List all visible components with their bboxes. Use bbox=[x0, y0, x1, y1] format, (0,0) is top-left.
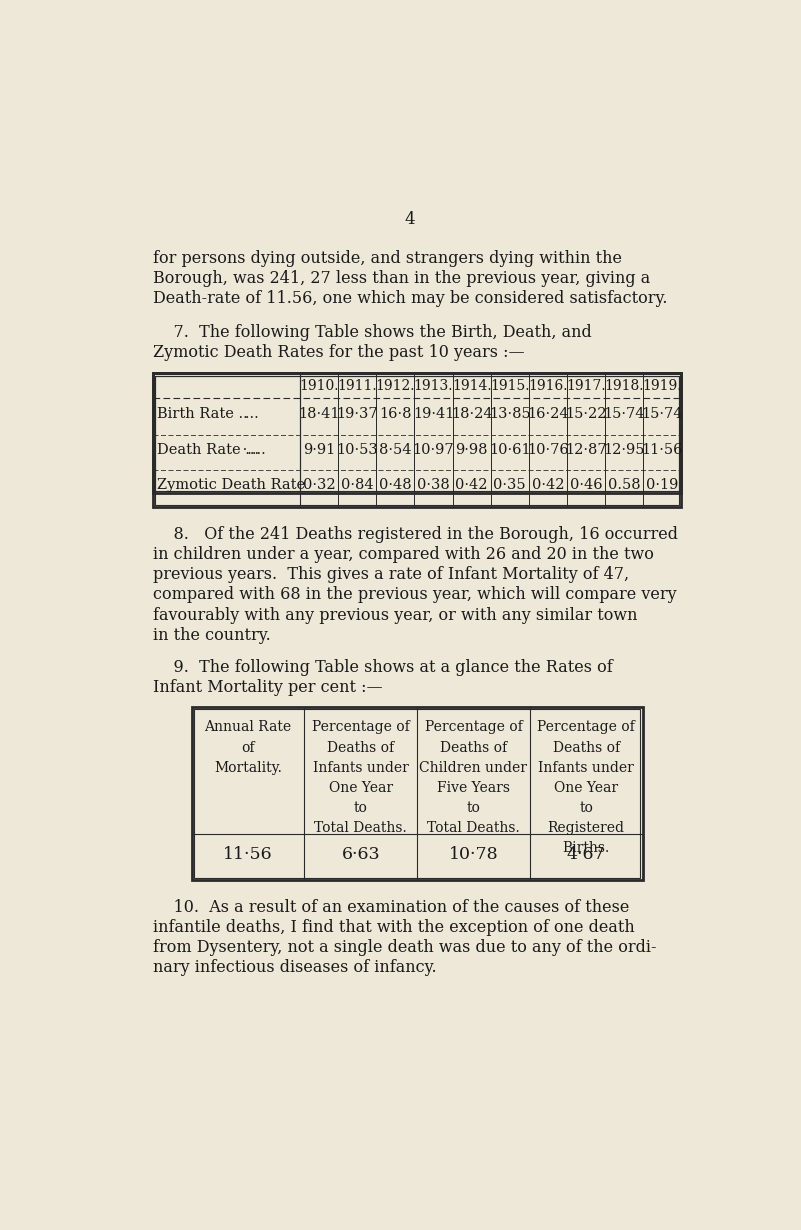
Text: Zymotic Death Rates for the past 10 years :—: Zymotic Death Rates for the past 10 year… bbox=[153, 344, 525, 360]
Bar bbox=[191, 706, 642, 879]
Text: 0·46: 0·46 bbox=[570, 478, 602, 492]
Text: 0·35: 0·35 bbox=[493, 478, 526, 492]
Text: 1916.: 1916. bbox=[528, 379, 568, 394]
Text: 16·8: 16·8 bbox=[379, 407, 412, 421]
Text: Percentage of
Deaths of
Children under
Five Years
to
Total Deaths.: Percentage of Deaths of Children under F… bbox=[420, 721, 528, 835]
Text: 9·98: 9·98 bbox=[456, 443, 488, 456]
Text: 4·67: 4·67 bbox=[567, 846, 606, 863]
Text: Annual Rate
of
Mortality.: Annual Rate of Mortality. bbox=[204, 721, 292, 775]
Text: favourably with any previous year, or with any similar town: favourably with any previous year, or wi… bbox=[153, 606, 638, 624]
Text: 15·22: 15·22 bbox=[566, 407, 607, 421]
Text: 9.  The following Table shows at a glance the Rates of: 9. The following Table shows at a glance… bbox=[153, 659, 613, 675]
Text: 0·84: 0·84 bbox=[341, 478, 373, 492]
Text: 1912.: 1912. bbox=[376, 379, 415, 394]
Text: 10·78: 10·78 bbox=[449, 846, 498, 863]
Text: 0·48: 0·48 bbox=[379, 478, 412, 492]
Text: 0·42: 0·42 bbox=[532, 478, 564, 492]
Text: in the country.: in the country. bbox=[153, 626, 271, 643]
Text: 0·32: 0·32 bbox=[303, 478, 336, 492]
Text: 1911.: 1911. bbox=[337, 379, 377, 394]
Text: 10.  As a result of an examination of the causes of these: 10. As a result of an examination of the… bbox=[153, 899, 630, 916]
Text: 15·74: 15·74 bbox=[603, 407, 645, 421]
Text: 19·37: 19·37 bbox=[336, 407, 378, 421]
Text: in children under a year, compared with 26 and 20 in the two: in children under a year, compared with … bbox=[153, 546, 654, 563]
Text: 12·95: 12·95 bbox=[603, 443, 645, 456]
Text: 0·19: 0·19 bbox=[646, 478, 678, 492]
Text: 1914.: 1914. bbox=[452, 379, 492, 394]
Text: 1913.: 1913. bbox=[414, 379, 453, 394]
Text: Borough, was 241, 27 less than in the previous year, giving a: Borough, was 241, 27 less than in the pr… bbox=[153, 271, 650, 287]
Text: 1918.: 1918. bbox=[605, 379, 644, 394]
Text: ...: ... bbox=[231, 407, 259, 421]
Text: 10·97: 10·97 bbox=[413, 443, 454, 456]
Text: 10·61: 10·61 bbox=[489, 443, 530, 456]
Bar bbox=[153, 373, 682, 493]
Text: Percentage of
Deaths of
Infants under
One Year
to
Total Deaths.: Percentage of Deaths of Infants under On… bbox=[312, 721, 409, 835]
Text: 15·74: 15·74 bbox=[642, 407, 683, 421]
Text: 13·85: 13·85 bbox=[489, 407, 531, 421]
Text: 0·42: 0·42 bbox=[456, 478, 488, 492]
Bar bbox=[153, 373, 682, 507]
Bar bbox=[155, 375, 679, 491]
Text: Infant Mortality per cent :—: Infant Mortality per cent :— bbox=[153, 679, 382, 696]
Text: previous years.  This gives a rate of Infant Mortality of 47,: previous years. This gives a rate of Inf… bbox=[153, 567, 629, 583]
Text: 18·24: 18·24 bbox=[451, 407, 493, 421]
Text: 0·38: 0·38 bbox=[417, 478, 450, 492]
Text: Percentage of
Deaths of
Infants under
One Year
to
Registered
Births.: Percentage of Deaths of Infants under On… bbox=[537, 721, 635, 855]
Text: from Dysentery, not a single death was due to any of the ordi-: from Dysentery, not a single death was d… bbox=[153, 940, 656, 956]
Text: ·....: ·.... bbox=[238, 443, 266, 456]
Text: Death Rate ...: Death Rate ... bbox=[158, 443, 260, 456]
Text: 10·76: 10·76 bbox=[527, 443, 569, 456]
Text: 4: 4 bbox=[405, 210, 416, 228]
Text: 0.58: 0.58 bbox=[608, 478, 641, 492]
Text: 6·63: 6·63 bbox=[341, 846, 380, 863]
Text: 9·91: 9·91 bbox=[303, 443, 336, 456]
Bar bbox=[194, 708, 640, 877]
Text: 11·56: 11·56 bbox=[642, 443, 683, 456]
Bar bbox=[155, 375, 679, 504]
Text: 8·54: 8·54 bbox=[379, 443, 412, 456]
Text: 1917.: 1917. bbox=[566, 379, 606, 394]
Text: 16·24: 16·24 bbox=[527, 407, 569, 421]
Text: 7.  The following Table shows the Birth, Death, and: 7. The following Table shows the Birth, … bbox=[153, 323, 592, 341]
Text: Death-rate of 11.56, one which may be considered satisfactory.: Death-rate of 11.56, one which may be co… bbox=[153, 290, 667, 308]
Text: 10·53: 10·53 bbox=[336, 443, 378, 456]
Text: 12·87: 12·87 bbox=[566, 443, 607, 456]
Text: 11·56: 11·56 bbox=[223, 846, 273, 863]
Text: 1919.: 1919. bbox=[642, 379, 682, 394]
Text: compared with 68 in the previous year, which will compare very: compared with 68 in the previous year, w… bbox=[153, 587, 677, 604]
Text: Birth Rate ..: Birth Rate .. bbox=[158, 407, 248, 421]
Text: 8.   Of the 241 Deaths registered in the Borough, 16 occurred: 8. Of the 241 Deaths registered in the B… bbox=[153, 526, 678, 544]
Text: infantile deaths, I find that with the exception of one death: infantile deaths, I find that with the e… bbox=[153, 919, 634, 936]
Text: 19·41: 19·41 bbox=[413, 407, 454, 421]
Text: nary infectious diseases of infancy.: nary infectious diseases of infancy. bbox=[153, 959, 437, 977]
Text: 18·41: 18·41 bbox=[299, 407, 340, 421]
Text: 1915.: 1915. bbox=[490, 379, 529, 394]
Text: for persons dying outside, and strangers dying within the: for persons dying outside, and strangers… bbox=[153, 250, 622, 267]
Text: Zymotic Death Rate: Zymotic Death Rate bbox=[158, 478, 306, 492]
Text: 1910.: 1910. bbox=[300, 379, 339, 394]
